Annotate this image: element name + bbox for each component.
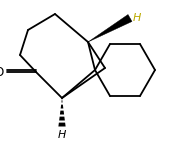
Polygon shape (59, 117, 65, 121)
Polygon shape (60, 111, 64, 114)
Polygon shape (61, 99, 63, 103)
Polygon shape (58, 123, 66, 126)
Text: H: H (133, 13, 141, 23)
Polygon shape (61, 105, 63, 109)
Text: O: O (0, 66, 4, 79)
Text: H: H (58, 130, 66, 140)
Polygon shape (88, 15, 132, 42)
